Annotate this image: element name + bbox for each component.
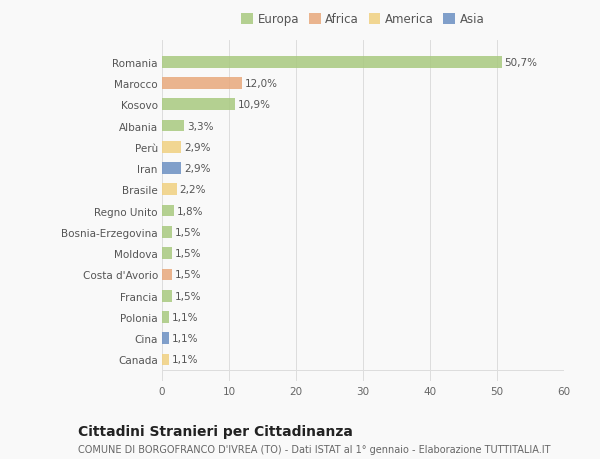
Bar	[162, 311, 169, 323]
Text: 1,1%: 1,1%	[172, 355, 199, 365]
Bar	[162, 227, 172, 238]
Bar	[162, 78, 242, 90]
Bar	[162, 120, 184, 132]
Text: COMUNE DI BORGOFRANCO D'IVREA (TO) - Dati ISTAT al 1° gennaio - Elaborazione TUT: COMUNE DI BORGOFRANCO D'IVREA (TO) - Dat…	[78, 444, 551, 454]
Bar	[162, 99, 235, 111]
Text: 1,1%: 1,1%	[172, 334, 199, 343]
Text: 3,3%: 3,3%	[187, 121, 213, 131]
Bar	[162, 142, 181, 153]
Legend: Europa, Africa, America, Asia: Europa, Africa, America, Asia	[241, 13, 485, 26]
Text: 1,5%: 1,5%	[175, 270, 201, 280]
Bar	[162, 163, 181, 174]
Text: 10,9%: 10,9%	[238, 100, 271, 110]
Text: Cittadini Stranieri per Cittadinanza: Cittadini Stranieri per Cittadinanza	[78, 425, 353, 438]
Text: 2,2%: 2,2%	[179, 185, 206, 195]
Bar	[162, 184, 177, 196]
Bar	[162, 248, 172, 259]
Text: 2,9%: 2,9%	[184, 164, 211, 174]
Text: 1,5%: 1,5%	[175, 249, 201, 258]
Bar	[162, 354, 169, 365]
Text: 1,5%: 1,5%	[175, 227, 201, 237]
Text: 1,8%: 1,8%	[177, 206, 203, 216]
Text: 12,0%: 12,0%	[245, 79, 278, 89]
Text: 1,1%: 1,1%	[172, 312, 199, 322]
Bar	[162, 269, 172, 280]
Text: 1,5%: 1,5%	[175, 291, 201, 301]
Bar	[162, 205, 174, 217]
Text: 2,9%: 2,9%	[184, 142, 211, 152]
Text: 50,7%: 50,7%	[505, 57, 538, 67]
Bar	[162, 333, 169, 344]
Bar	[162, 290, 172, 302]
Bar	[162, 57, 502, 68]
